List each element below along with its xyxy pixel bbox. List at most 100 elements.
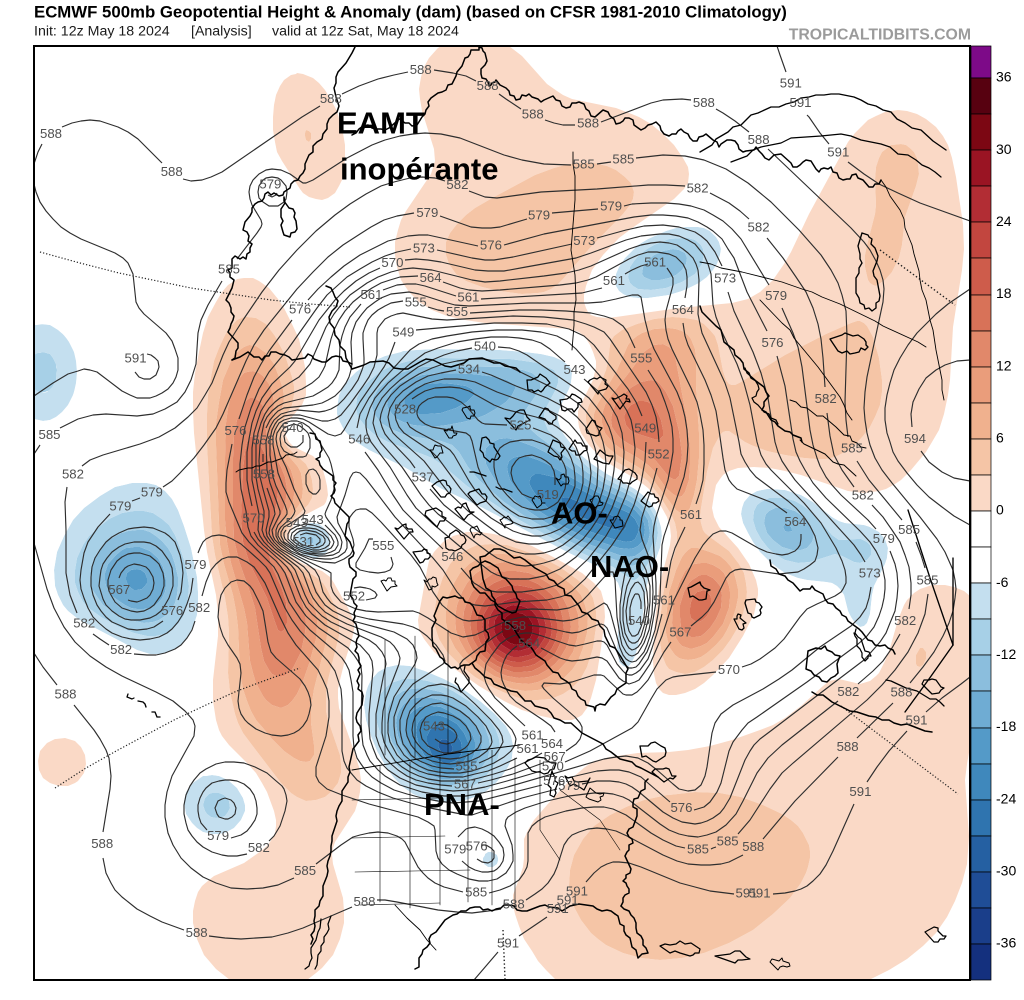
svg-text:585: 585 (916, 572, 938, 587)
svg-text:570: 570 (718, 662, 740, 677)
svg-text:24: 24 (996, 213, 1012, 229)
svg-text:591: 591 (780, 75, 802, 90)
svg-text:561: 561 (360, 287, 382, 302)
svg-text:540: 540 (474, 339, 496, 354)
svg-text:540: 540 (628, 613, 650, 628)
svg-text:585: 585 (573, 156, 595, 171)
svg-text:543: 543 (286, 515, 308, 530)
svg-text:579: 579 (444, 841, 466, 856)
svg-text:576: 576 (670, 800, 692, 815)
svg-text:-30: -30 (996, 863, 1016, 879)
svg-text:564: 564 (420, 270, 442, 285)
svg-text:591: 591 (557, 893, 579, 908)
svg-text:585: 585 (294, 863, 316, 878)
svg-text:-6: -6 (996, 574, 1009, 590)
svg-text:561: 561 (680, 507, 702, 522)
svg-text:582: 582 (815, 391, 837, 406)
svg-text:546: 546 (348, 432, 370, 447)
svg-text:570: 570 (243, 510, 265, 525)
svg-text:555: 555 (455, 758, 477, 773)
svg-text:561: 561 (517, 741, 539, 756)
svg-text:-36: -36 (996, 935, 1016, 951)
svg-text:585: 585 (39, 427, 61, 442)
svg-text:564: 564 (672, 302, 694, 317)
svg-text:573: 573 (859, 565, 881, 580)
svg-text:555: 555 (405, 295, 427, 310)
svg-text:594: 594 (904, 431, 926, 446)
svg-text:561: 561 (522, 727, 544, 742)
svg-text:552: 552 (343, 588, 365, 603)
svg-text:588: 588 (890, 685, 912, 700)
svg-text:588: 588 (522, 107, 544, 122)
svg-text:579: 579 (765, 288, 787, 303)
svg-text:588: 588 (837, 739, 859, 754)
svg-text:576: 576 (762, 335, 784, 350)
svg-text:528: 528 (394, 401, 416, 416)
svg-text:579: 579 (141, 484, 163, 499)
svg-text:NAO-: NAO- (590, 549, 669, 584)
svg-text:591: 591 (736, 885, 758, 900)
svg-text:588: 588 (186, 925, 208, 940)
svg-text:585: 585 (898, 522, 920, 537)
svg-text:582: 582 (188, 600, 210, 615)
svg-text:582: 582 (110, 642, 132, 657)
svg-text:576: 576 (289, 301, 311, 316)
svg-text:561: 561 (644, 255, 666, 270)
svg-text:Init: 12z May 18 2024: Init: 12z May 18 2024 (34, 24, 170, 40)
svg-text:valid at 12z Sat, May 18 2024: valid at 12z Sat, May 18 2024 (272, 24, 459, 40)
svg-text:588: 588 (91, 836, 113, 851)
svg-text:588: 588 (503, 896, 525, 911)
svg-text:579: 579 (600, 199, 622, 214)
svg-text:591: 591 (905, 713, 927, 728)
svg-text:543: 543 (302, 512, 324, 527)
svg-text:573: 573 (714, 270, 736, 285)
svg-text:588: 588 (40, 126, 62, 141)
svg-text:591: 591 (497, 935, 519, 950)
svg-text:-12: -12 (996, 646, 1016, 662)
svg-text:549: 549 (392, 324, 414, 339)
svg-text:570: 570 (542, 758, 564, 773)
svg-text:579: 579 (109, 498, 131, 513)
svg-text:588: 588 (320, 91, 342, 106)
svg-text:582: 582 (73, 615, 95, 630)
svg-text:588: 588 (410, 62, 432, 77)
svg-text:582: 582 (248, 840, 270, 855)
svg-text:531: 531 (292, 534, 314, 549)
svg-text:579: 579 (528, 207, 550, 222)
svg-text:12: 12 (996, 357, 1012, 373)
svg-text:579: 579 (207, 828, 229, 843)
svg-text:585: 585 (218, 261, 240, 276)
svg-text:567: 567 (454, 777, 476, 792)
svg-text:576: 576 (161, 603, 183, 618)
svg-text:555: 555 (446, 304, 468, 319)
svg-text:588: 588 (477, 78, 499, 93)
svg-text:588: 588 (577, 116, 599, 131)
svg-text:585: 585 (717, 834, 739, 849)
svg-text:573: 573 (413, 240, 435, 255)
svg-text:552: 552 (648, 446, 670, 461)
svg-text:561: 561 (457, 290, 479, 305)
svg-text:558: 558 (504, 618, 526, 633)
svg-text:591: 591 (125, 351, 147, 366)
svg-text:519: 519 (537, 487, 559, 502)
svg-text:576: 576 (224, 423, 246, 438)
svg-text:576: 576 (543, 773, 565, 788)
svg-text:567: 567 (108, 582, 130, 597)
svg-text:30: 30 (996, 141, 1012, 157)
svg-text:591: 591 (566, 884, 588, 899)
svg-text:555: 555 (630, 351, 652, 366)
svg-text:591: 591 (547, 901, 569, 916)
svg-text:585: 585 (687, 841, 709, 856)
svg-text:-18: -18 (996, 718, 1016, 734)
svg-text:582: 582 (894, 613, 916, 628)
svg-text:588: 588 (54, 687, 76, 702)
svg-text:561: 561 (653, 593, 675, 608)
svg-text:582: 582 (687, 181, 709, 196)
svg-text:591: 591 (749, 886, 771, 901)
svg-text:AO-: AO- (551, 496, 608, 531)
svg-text:582: 582 (446, 177, 468, 192)
svg-text:558: 558 (252, 433, 274, 448)
svg-text:591: 591 (790, 95, 812, 110)
svg-text:549: 549 (634, 421, 656, 436)
svg-text:588: 588 (354, 894, 376, 909)
